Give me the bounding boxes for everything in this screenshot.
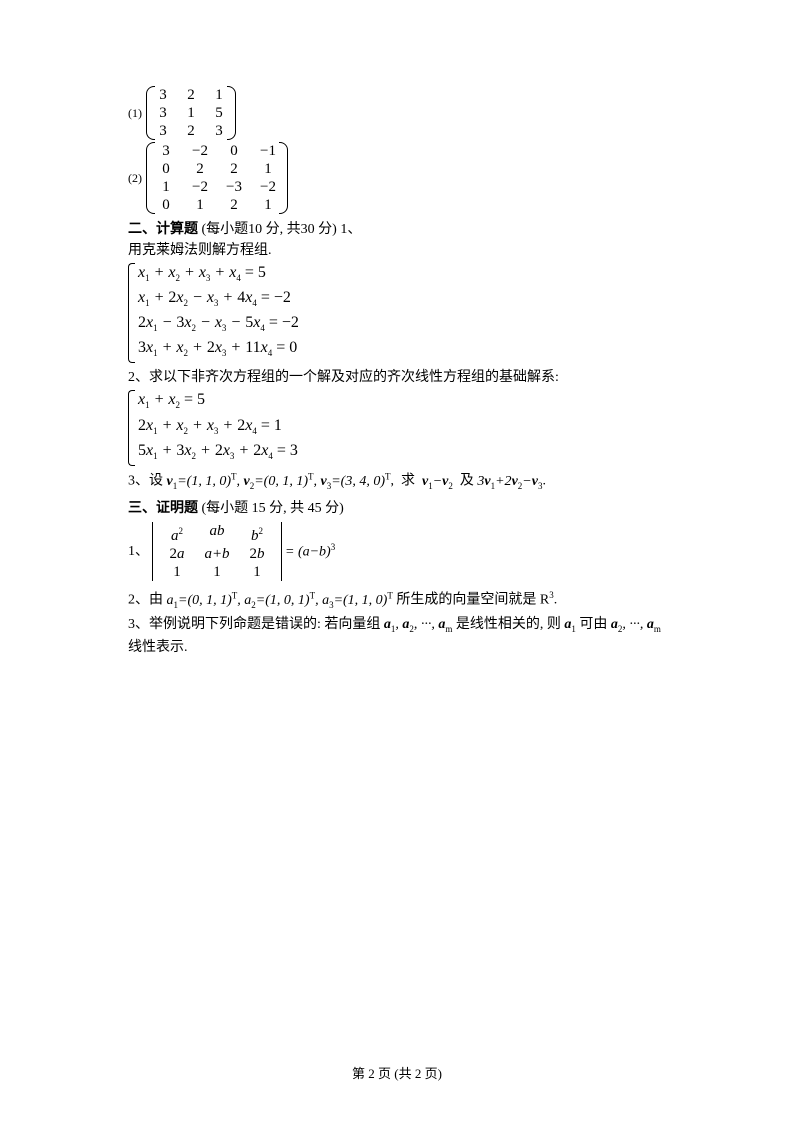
- proof-q1-rhs: = (a−b)3: [285, 541, 335, 563]
- section-2-note: (每小题10 分, 共30 分) 1、: [202, 222, 362, 237]
- section-3-note: (每小题 15 分, 共 45 分): [202, 501, 344, 516]
- sys1-eq3: 2x1 − 3x2 − x3 − 5x4 = −2: [138, 313, 668, 338]
- question-2-text: 2、求以下非齐次方程组的一个解及对应的齐次线性方程组的基础解系:: [128, 367, 668, 388]
- section-2-heading: 二、计算题 (每小题10 分, 共30 分) 1、: [128, 220, 668, 240]
- page-content: (1) 321 315 323 (2) 3−20−1 0221 1−2−3−2 …: [128, 84, 668, 658]
- sys1-eq4: 3x1 + x2 + 2x3 + 11x4 = 0: [138, 338, 668, 363]
- determinant: a2abb2 2aa+b2b 111: [152, 522, 282, 581]
- proof-q2: 2、由 a1=(0, 1, 1)T, a2=(1, 0, 1)T, a3=(1,…: [128, 589, 668, 612]
- section-2-line1: 用克莱姆法则解方程组.: [128, 240, 668, 261]
- section-2-title: 二、计算题: [128, 222, 198, 237]
- question-3-line: 3、设 v1=(1, 1, 0)T, v2=(0, 1, 1)T, v3=(3,…: [128, 470, 668, 493]
- proof-q1: 1、 a2abb2 2aa+b2b 111 = (a−b)3: [128, 522, 668, 581]
- matrix-2-label: (2): [128, 170, 142, 187]
- sys1-eq1: x1 + x2 + x3 + x4 = 5: [138, 263, 668, 288]
- matrix-2: 3−20−1 0221 1−2−3−2 0121: [146, 142, 288, 214]
- system-1: x1 + x2 + x3 + x4 = 5 x1 + 2x2 − x3 + 4x…: [128, 263, 668, 364]
- matrix-1: 321 315 323: [146, 86, 236, 140]
- matrix-2-row: (2) 3−20−1 0221 1−2−3−2 0121: [128, 142, 668, 214]
- section-3-title: 三、证明题: [128, 501, 198, 516]
- system-2: x1 + x2 = 5 2x1 + x2 + x3 + 2x4 = 1 5x1 …: [128, 390, 668, 466]
- sys2-eq3: 5x1 + 3x2 + 2x3 + 2x4 = 3: [138, 441, 668, 466]
- sys1-eq2: x1 + 2x2 − x3 + 4x4 = −2: [138, 288, 668, 313]
- page-footer: 第 2 页 (共 2 页): [0, 1063, 794, 1082]
- proof-q3: 3、举例说明下列命题是错误的: 若向量组 a1, a2, ···, am 是线性…: [128, 614, 668, 657]
- section-3-heading: 三、证明题 (每小题 15 分, 共 45 分): [128, 499, 668, 519]
- proof-q1-label: 1、: [128, 541, 149, 562]
- sys2-eq1: x1 + x2 = 5: [138, 390, 668, 415]
- sys2-eq2: 2x1 + x2 + x3 + 2x4 = 1: [138, 416, 668, 441]
- matrix-1-label: (1): [128, 105, 142, 122]
- matrix-1-row: (1) 321 315 323: [128, 86, 668, 140]
